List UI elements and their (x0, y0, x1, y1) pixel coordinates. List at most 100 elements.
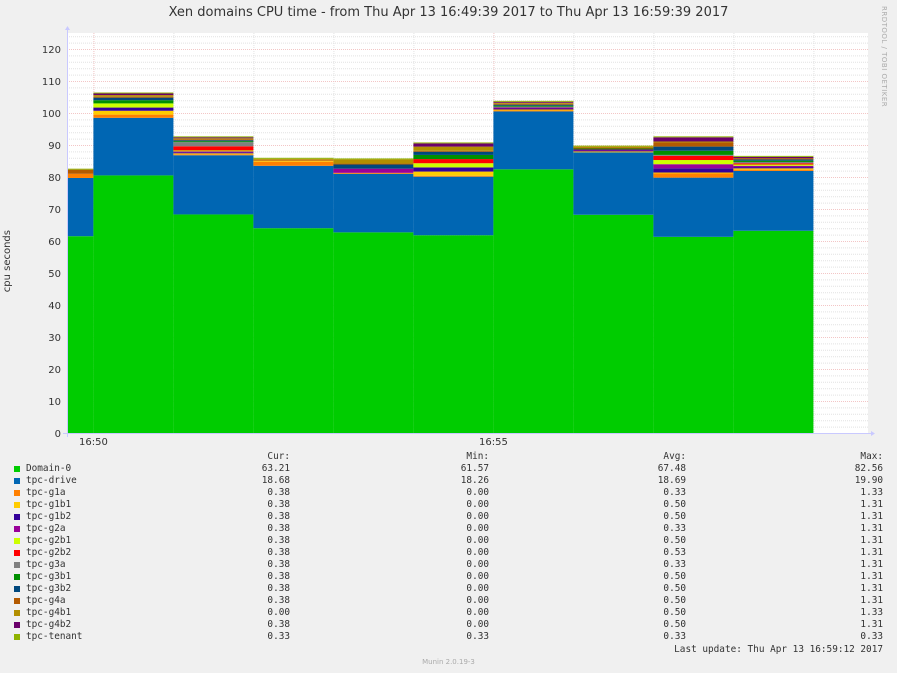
legend-min-value: 0.00 (466, 535, 489, 546)
legend-swatch (14, 586, 20, 592)
x-tick-labels: 16:50 16:55 (79, 437, 508, 448)
legend-max-value: 1.31 (860, 547, 883, 558)
area-segment (413, 146, 494, 151)
rrdtool-watermark: RRDTOOL / TOBI OETIKER (880, 6, 888, 108)
legend-series-name: tpc-g2b1 (26, 535, 72, 546)
area-segment (653, 146, 734, 151)
y-tick-label: 40 (48, 301, 61, 312)
legend-series-name: tpc-g3b1 (26, 571, 72, 582)
legend-swatch (14, 562, 20, 568)
area-segment (173, 141, 254, 143)
area-segment (413, 143, 494, 147)
area-segment (653, 155, 734, 161)
legend-series-name: tpc-g2b2 (26, 547, 72, 558)
chart-title: Xen domains CPU time - from Thu Apr 13 1… (168, 5, 729, 20)
area-segment (493, 101, 574, 103)
y-tick-label: 30 (48, 333, 61, 344)
legend-cur-value: 0.38 (267, 523, 290, 534)
area-segment (653, 142, 734, 147)
legend-swatch (14, 622, 20, 628)
y-axis-arrow (65, 26, 70, 30)
legend-max-value: 1.31 (860, 559, 883, 570)
legend-row: tpc-g3b2 0.38 0.00 0.50 1.31 (0, 583, 897, 595)
legend-swatch (14, 538, 20, 544)
legend-series-name: tpc-drive (26, 475, 77, 486)
area-segment (413, 150, 494, 152)
legend-row: tpc-g1b2 0.38 0.00 0.50 1.31 (0, 511, 897, 523)
area-segment (653, 154, 734, 156)
legend-avg-value: 18.69 (657, 475, 686, 486)
area-segment (173, 146, 254, 151)
area-segment (653, 236, 734, 433)
legend-min-value: 0.00 (466, 547, 489, 558)
legend-header: Cur: Min: Avg: Max: (0, 451, 897, 463)
legend-row: tpc-g3b1 0.38 0.00 0.50 1.31 (0, 571, 897, 583)
area-segment (493, 107, 574, 109)
legend-cur-value: 0.33 (267, 631, 290, 642)
y-tick-label: 90 (48, 141, 61, 152)
area-segment (573, 145, 654, 147)
legend-min-value: 61.57 (460, 463, 489, 474)
legend-avg-value: 0.33 (663, 487, 686, 498)
area-segment (653, 141, 734, 143)
area-segment (333, 168, 414, 173)
area-segment (413, 171, 494, 176)
area-segment (573, 152, 654, 215)
legend-cur-value: 0.38 (267, 571, 290, 582)
legend-max-value: 1.33 (860, 607, 883, 618)
y-tick-label: 100 (42, 109, 61, 120)
area-segment (573, 151, 654, 153)
y-tick-label: 110 (42, 77, 61, 88)
area-segment (93, 114, 174, 118)
legend-cur-value: 0.38 (267, 487, 290, 498)
area-segment (173, 136, 254, 138)
area-segment (653, 173, 734, 178)
legend-series-name: tpc-g1a (26, 487, 66, 498)
area-segment (253, 165, 334, 229)
legend-avg-value: 0.53 (663, 547, 686, 558)
axes (63, 26, 875, 437)
legend-row: tpc-tenant 0.33 0.33 0.33 0.33 (0, 631, 897, 643)
area-segment (93, 103, 174, 108)
legend-min-value: 0.00 (466, 499, 489, 510)
area-segment (333, 173, 414, 233)
legend-avg-value: 0.50 (663, 499, 686, 510)
area-segment (173, 153, 254, 155)
legend-row: tpc-g1b1 0.38 0.00 0.50 1.31 (0, 499, 897, 511)
area-segment (733, 167, 814, 169)
area-segment (653, 160, 734, 165)
legend-series-name: tpc-tenant (26, 631, 83, 642)
legend-header-avg: Avg: (663, 451, 686, 462)
legend-cur-value: 18.68 (261, 475, 290, 486)
area-segment (413, 163, 494, 168)
legend-row: tpc-g2a 0.38 0.00 0.33 1.31 (0, 523, 897, 535)
area-segment (493, 100, 574, 102)
legend-min-value: 0.00 (466, 571, 489, 582)
legend-header-max: Max: (860, 451, 883, 462)
area-segment (413, 175, 494, 177)
y-tick-label: 120 (42, 45, 61, 56)
area-segment (733, 163, 814, 165)
area-segment (67, 236, 94, 433)
legend-row: tpc-g4b1 0.00 0.00 0.50 1.33 (0, 607, 897, 619)
area-segment (413, 176, 494, 236)
area-segment (333, 232, 414, 433)
area-segment (493, 103, 574, 105)
area-segment (653, 150, 734, 155)
legend-cur-value: 0.38 (267, 547, 290, 558)
legend-cur-value: 0.38 (267, 619, 290, 630)
legend-swatch (14, 514, 20, 520)
area-segment (253, 228, 334, 433)
x-tick-label: 16:55 (479, 437, 508, 448)
legend-cur-value: 0.38 (267, 499, 290, 510)
legend-swatch (14, 466, 20, 472)
area-segment (93, 97, 174, 101)
area-segment (173, 214, 254, 433)
area-segment (573, 147, 654, 149)
legend-row: tpc-g1a 0.38 0.00 0.33 1.33 (0, 487, 897, 499)
area-segment (253, 158, 334, 160)
area-segment (173, 152, 254, 154)
area-segment (493, 104, 574, 106)
area-segment (733, 165, 814, 168)
area-segment (173, 138, 254, 140)
